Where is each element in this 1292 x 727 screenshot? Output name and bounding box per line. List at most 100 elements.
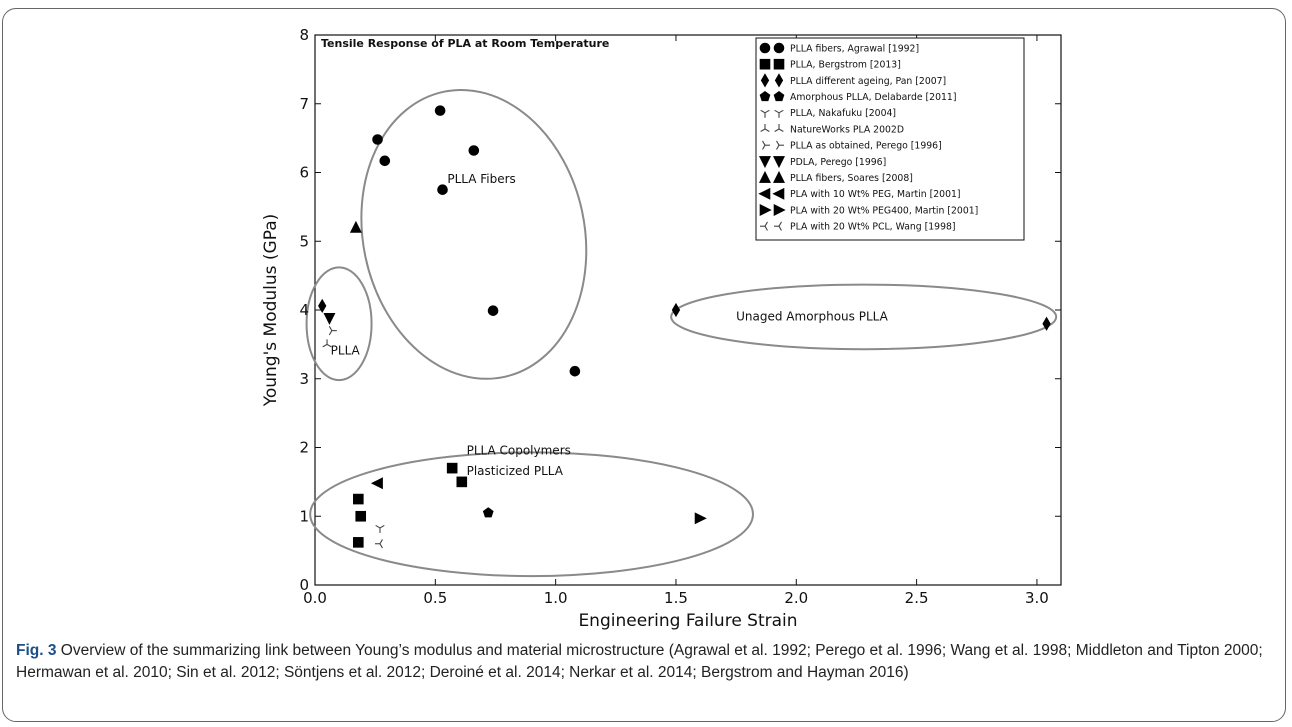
legend-marker bbox=[774, 221, 782, 231]
legend-label: PLA with 10 Wt% PEG, Martin [2001] bbox=[790, 189, 961, 200]
x-tick-label: 0.0 bbox=[303, 589, 327, 607]
points-layer bbox=[318, 105, 1051, 549]
region-annotation: Unaged Amorphous PLLA bbox=[736, 309, 888, 323]
legend-marker bbox=[759, 204, 772, 216]
legend-label: PLLA as obtained, Perego [1996] bbox=[790, 141, 942, 152]
data-point-diamond bbox=[671, 302, 681, 318]
legend-label: PLLA fibers, Soares [2008] bbox=[790, 173, 913, 184]
data-point-square bbox=[353, 493, 364, 505]
data-point-circle bbox=[372, 134, 383, 145]
legend-box bbox=[755, 37, 1025, 241]
legend-marker bbox=[776, 140, 784, 150]
x-tick-label: 3.0 bbox=[1025, 589, 1049, 607]
legend-entry: Amorphous PLLA, Delabarde [2011] bbox=[759, 90, 956, 103]
data-point-square bbox=[446, 462, 458, 474]
y-tick-label: 5 bbox=[299, 232, 309, 250]
data-point-circle bbox=[379, 155, 391, 167]
data-point-triangle-up bbox=[349, 220, 362, 233]
x-tick-label: 0.5 bbox=[423, 589, 447, 607]
legend-marker bbox=[759, 156, 771, 169]
y-axis-label: Young's Modulus (GPa) bbox=[261, 214, 281, 408]
legend-entry: PLA with 20 Wt% PEG400, Martin [2001] bbox=[759, 204, 978, 216]
legend-label: PLA with 20 Wt% PCL, Wang [1998] bbox=[790, 222, 956, 233]
legend-entry: PDLA, Perego [1996] bbox=[759, 156, 886, 169]
legend-label: PLLA fibers, Agrawal [1992] bbox=[790, 43, 919, 54]
legend-marker bbox=[772, 187, 785, 200]
ticks-layer: 0.0 0.5 1.0 1.5 2.0 2.5 3.0 0 1 2 3 4 5 6 7 8 bbox=[299, 26, 1061, 607]
regions-layer bbox=[305, 88, 1058, 578]
annotations-layer: PLLA PLLA Fibers Unaged Amorphous PLLA PLLA… bbox=[331, 172, 889, 478]
figure-frame bbox=[2, 8, 1286, 722]
legend-marker bbox=[759, 170, 771, 183]
data-point-diamond bbox=[1042, 316, 1051, 331]
region-annotation: PLLA bbox=[331, 344, 361, 358]
data-point-circle bbox=[487, 305, 499, 316]
y-tick-label: 4 bbox=[299, 301, 309, 319]
data-point-circle bbox=[468, 145, 480, 156]
y-tick-label: 1 bbox=[299, 507, 309, 525]
legend-entry: PLLA, Nakafuku [2004] bbox=[760, 108, 896, 119]
legend-entry: PLLA fibers, Agrawal [1992] bbox=[759, 42, 919, 54]
data-point-triangle-right bbox=[694, 512, 707, 525]
legend-label: Amorphous PLLA, Delabarde [2011] bbox=[790, 92, 956, 103]
data-point-diamond bbox=[318, 298, 327, 313]
legend-marker bbox=[758, 187, 771, 200]
legend-marker bbox=[762, 140, 770, 150]
legend-marker bbox=[759, 90, 771, 102]
data-point-circle bbox=[437, 184, 448, 195]
x-tick-label: 2.0 bbox=[784, 589, 808, 607]
legend-entry: PLA with 10 Wt% PEG, Martin [2001] bbox=[758, 187, 961, 200]
data-point-circle bbox=[434, 105, 446, 116]
legend-marker bbox=[760, 221, 768, 231]
data-point-triangle-left bbox=[370, 477, 383, 490]
chart-title: Tensile Response of PLA at Room Temperat… bbox=[321, 37, 609, 50]
legend-marker bbox=[774, 109, 784, 118]
region-ellipse bbox=[305, 266, 373, 382]
legend-entry: NatureWorks PLA 2002D bbox=[760, 124, 904, 135]
y-tick-label: 7 bbox=[299, 95, 309, 113]
region-annotation: PLLA Copolymers bbox=[467, 443, 571, 457]
legend-marker bbox=[774, 73, 784, 88]
legend-label: PDLA, Perego [1996] bbox=[790, 157, 886, 168]
x-axis-label: Engineering Failure Strain bbox=[578, 611, 797, 631]
legend-marker bbox=[759, 42, 771, 54]
legend-marker bbox=[759, 58, 771, 70]
legend-entry: PLLA different ageing, Pan [2007] bbox=[760, 73, 946, 88]
caption-text: Overview of the summarizing link between… bbox=[16, 642, 1263, 681]
region-annotation: Plasticized PLLA bbox=[467, 464, 564, 478]
legend-label: PLA with 20 Wt% PEG400, Martin [2001] bbox=[790, 205, 978, 216]
data-point-tri-down-line bbox=[375, 524, 385, 533]
data-point-pentagon bbox=[482, 507, 494, 518]
legend-marker bbox=[773, 42, 785, 54]
y-tick-label: 6 bbox=[299, 164, 309, 182]
data-point-square bbox=[456, 476, 468, 488]
region-ellipse bbox=[670, 283, 1058, 351]
legend-marker bbox=[773, 170, 785, 183]
y-tick-label: 3 bbox=[299, 370, 309, 388]
legend-label: PLLA, Nakafuku [2004] bbox=[790, 108, 896, 119]
y-tick-label: 0 bbox=[299, 576, 309, 594]
legend-marker bbox=[774, 124, 784, 132]
data-point-tri-right-line bbox=[328, 326, 337, 336]
x-tick-label: 1.5 bbox=[664, 589, 688, 607]
y-tick-label: 2 bbox=[299, 439, 309, 457]
data-point-square bbox=[355, 510, 367, 522]
legend-marker bbox=[760, 109, 770, 118]
region-ellipse bbox=[309, 451, 754, 578]
data-point-circle bbox=[569, 365, 581, 377]
legend-entry: PLLA as obtained, Perego [1996] bbox=[762, 140, 942, 152]
legend-marker bbox=[760, 124, 770, 132]
scatter-chart: 0.0 0.5 1.0 1.5 2.0 2.5 3.0 0 1 2 3 4 5 6 7 8 PLLA PLLA … bbox=[261, 26, 1062, 631]
x-tick-label: 1.0 bbox=[544, 589, 568, 607]
caption-label: Fig. 3 bbox=[16, 642, 57, 659]
region-annotation: PLLA Fibers bbox=[447, 172, 515, 186]
region-ellipse bbox=[360, 88, 588, 380]
legend-label: PLLA different ageing, Pan [2007] bbox=[790, 76, 946, 87]
data-point-triangle-down bbox=[323, 312, 336, 325]
data-point-tri-up-line bbox=[322, 339, 332, 348]
legend-entry: PLLA fibers, Soares [2008] bbox=[759, 170, 913, 184]
legend-marker bbox=[773, 156, 785, 169]
legend: PLLA fibers, Agrawal [1992] PLLA, Bergstr… bbox=[755, 37, 1025, 241]
legend-label: NatureWorks PLA 2002D bbox=[790, 124, 904, 135]
legend-marker bbox=[773, 204, 786, 216]
